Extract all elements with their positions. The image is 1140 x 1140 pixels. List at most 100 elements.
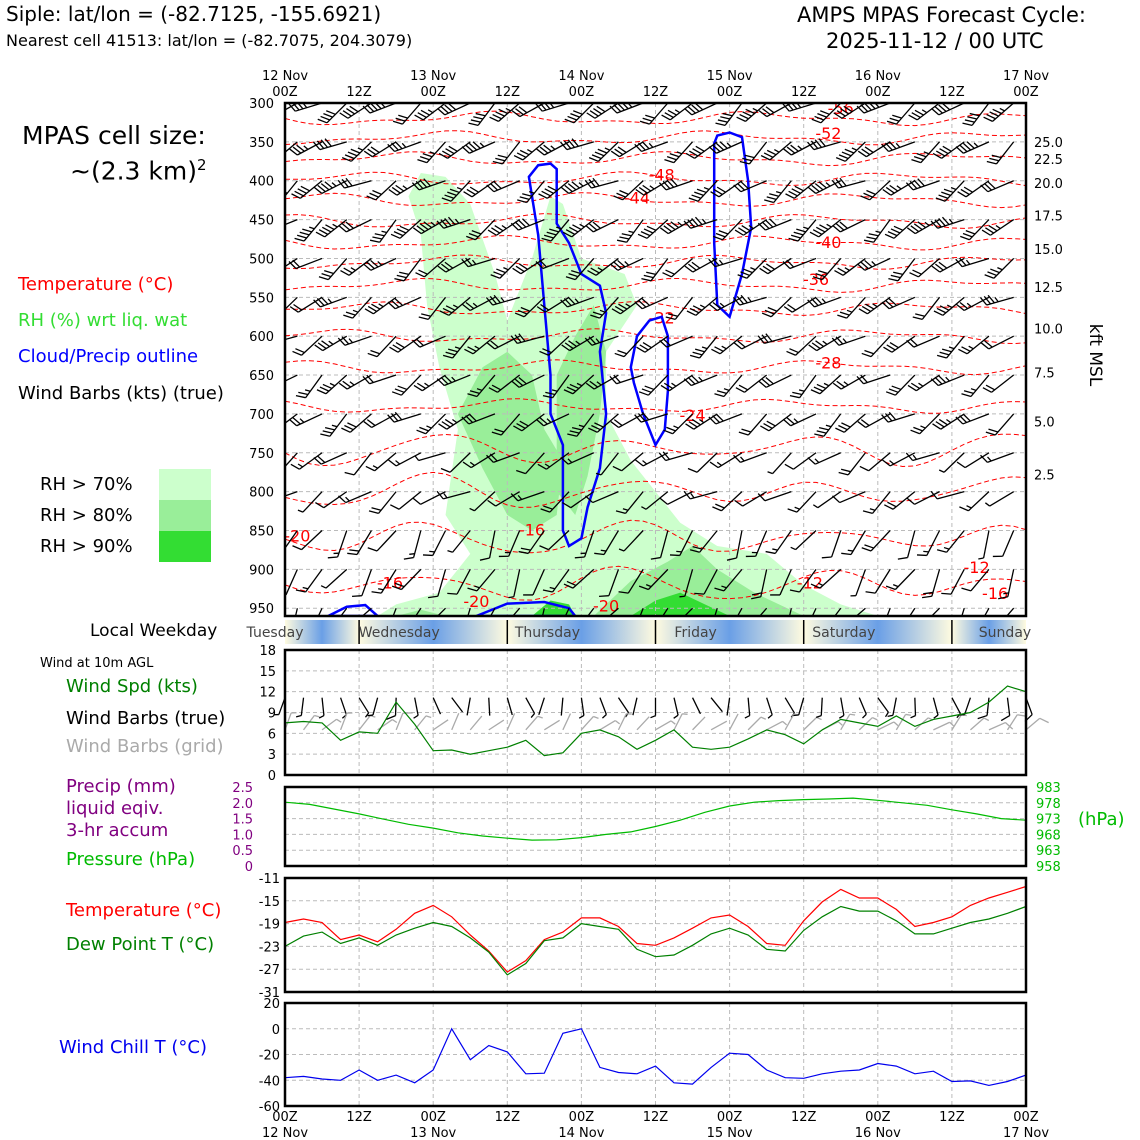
pressure-tick-label: 450 xyxy=(249,214,274,229)
barb-flag xyxy=(840,468,851,473)
barb-half-flag xyxy=(297,463,303,468)
upper-wind-barb xyxy=(294,219,323,242)
upper-wind-barb xyxy=(338,219,372,233)
barb-half-flag xyxy=(578,182,584,187)
barb-flag xyxy=(736,182,746,191)
barb-shaft xyxy=(305,568,323,593)
barb-flag xyxy=(666,179,675,188)
upper-wind-barb xyxy=(684,257,718,273)
cell-size-value: ~(2.3 km)2 xyxy=(70,156,207,185)
barb-shaft xyxy=(325,568,348,589)
barb-flag xyxy=(838,471,849,476)
barb-flag xyxy=(814,183,824,191)
upper-wind-barb xyxy=(610,413,644,429)
barb-half-flag xyxy=(943,546,950,550)
barb-shaft xyxy=(616,103,644,114)
upper-wind-barb xyxy=(417,141,447,164)
barb-flag xyxy=(717,119,728,123)
barb-shaft xyxy=(941,141,965,159)
barb-shaft xyxy=(480,607,496,616)
barb-half-flag xyxy=(924,221,930,227)
bottom-hour-label: 12Z xyxy=(643,1110,669,1125)
windchill-panel-frame xyxy=(283,1001,1028,1108)
barb-shaft xyxy=(525,452,545,475)
barb-flag xyxy=(487,229,497,236)
barb-half-flag xyxy=(429,151,436,155)
upper-wind-barb xyxy=(831,177,866,189)
barb-shaft xyxy=(618,413,644,429)
isotherm-label: -28 xyxy=(815,353,841,372)
barb-flag xyxy=(985,384,996,391)
barb-flag xyxy=(294,237,305,242)
barb-half-flag xyxy=(649,185,655,190)
barb-flag xyxy=(714,393,725,398)
barb-flag xyxy=(941,191,951,196)
temp-tick-label: -27 xyxy=(259,963,280,978)
barb-half-flag xyxy=(295,714,302,718)
barb-flag xyxy=(963,186,973,193)
barb-shaft xyxy=(874,569,891,594)
barb-shaft xyxy=(327,258,348,281)
barb-half-flag xyxy=(740,456,745,462)
upper-wind-barb xyxy=(683,490,718,500)
barb-flag xyxy=(786,350,796,356)
upper-wind-barb xyxy=(541,219,570,242)
pressure-tick-label: 300 xyxy=(249,97,274,112)
top-date-label: 15 Nov xyxy=(707,69,753,84)
upper-wind-barb xyxy=(684,103,718,116)
barb-shaft xyxy=(724,103,743,126)
upper-wind-barb xyxy=(574,530,595,559)
barb-flag xyxy=(611,308,621,315)
upper-wind-barb xyxy=(784,608,792,616)
barb-flag xyxy=(270,150,279,159)
barb-flag xyxy=(910,429,920,435)
upper-wind-barb xyxy=(537,452,570,470)
barb-shaft xyxy=(570,491,595,509)
upper-wind-barb xyxy=(560,180,595,195)
upper-wind-barb xyxy=(807,138,841,151)
barb-flag xyxy=(691,261,701,269)
barb-flag xyxy=(684,107,693,116)
barb-flag xyxy=(916,153,927,158)
barb-flag xyxy=(341,336,350,345)
barb-flag xyxy=(366,374,374,383)
barb-shaft xyxy=(823,607,842,616)
barb-half-flag xyxy=(793,418,799,423)
barb-flag xyxy=(441,150,452,157)
barb-flag xyxy=(267,153,276,162)
barb-shaft xyxy=(517,335,545,345)
sfc-wind-barb-true xyxy=(525,697,536,718)
barb-flag xyxy=(641,298,651,306)
barb-flag xyxy=(1004,722,1014,730)
pressure-units: (hPa) xyxy=(1078,809,1125,830)
barb-flag xyxy=(618,303,628,310)
barb-flag xyxy=(794,185,804,192)
upper-wind-barb xyxy=(665,296,694,321)
upper-wind-barb xyxy=(609,103,644,114)
barb-flag xyxy=(514,221,523,230)
barb-shaft xyxy=(670,257,693,278)
barb-flag xyxy=(370,146,380,154)
barb-shaft xyxy=(616,374,644,385)
upper-wind-barb xyxy=(615,491,644,515)
barb-shaft xyxy=(326,103,348,124)
barb-flag xyxy=(411,182,420,191)
sfc-wind-barb-true xyxy=(386,697,397,720)
barb-flag xyxy=(815,340,824,348)
sfc-wind-barb-grid xyxy=(395,712,413,731)
isotherm xyxy=(285,254,1026,270)
barb-flag xyxy=(275,191,285,200)
barb-shaft xyxy=(358,715,371,731)
barb-flag xyxy=(493,294,501,304)
rh70-area xyxy=(377,172,878,616)
bottom-hour-label: 12Z xyxy=(791,1110,817,1125)
barb-flag xyxy=(911,112,921,119)
barb-shaft xyxy=(994,413,1015,436)
upper-wind-barb xyxy=(885,568,916,591)
barb-flag xyxy=(465,257,473,266)
barb-flag xyxy=(969,112,980,117)
barb-flag xyxy=(980,342,990,350)
barb-flag xyxy=(841,552,852,556)
barb-flag xyxy=(321,226,332,233)
barb-half-flag xyxy=(593,715,599,719)
